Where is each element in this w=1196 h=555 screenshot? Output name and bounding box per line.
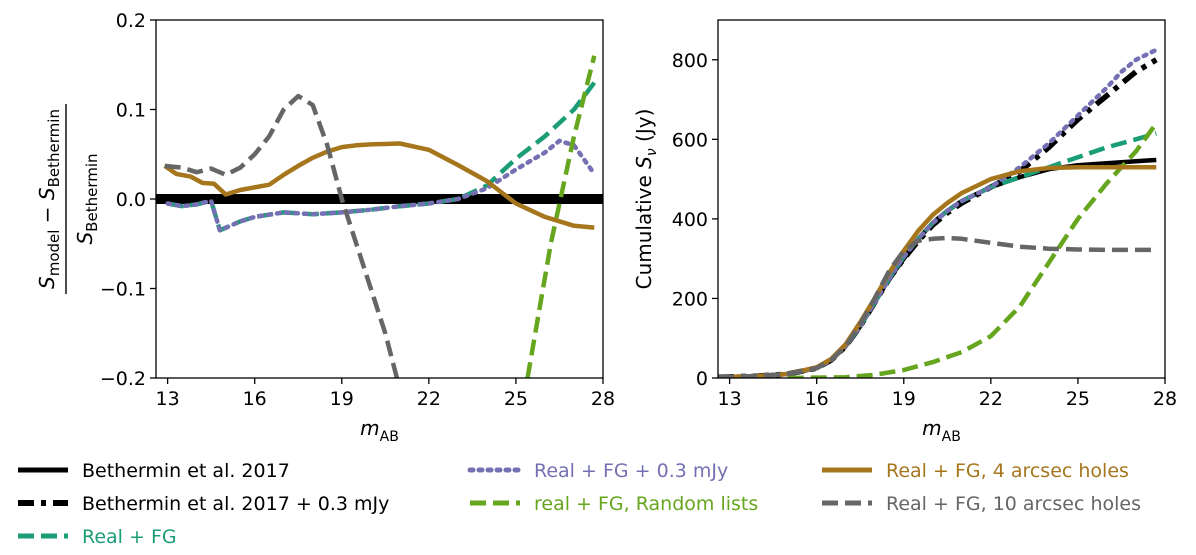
legend: Bethermin et al. 2017 Bethermin et al. 20… [18,460,1141,548]
legend-label-bethermin_03: Bethermin et al. 2017 + 0.3 mJy [82,493,389,515]
x-axis-label-sub: AB [942,429,961,445]
x-tick-label: 22 [979,388,1003,410]
left-panel: 13 16 19 22 25 28 −0.2 −0.1 0.0 0.1 0.2 mAB Smodel −… [35,10,615,445]
y-label-numerator: Smodel − SBethermin [35,109,63,289]
x-tick-label: 19 [330,388,354,410]
y-tick-label: 800 [672,50,708,72]
y-tick-label: −0.2 [100,368,146,390]
y-tick-label: 200 [672,288,708,310]
x-tick-label: 13 [718,388,742,410]
y-label-sub: Bethermin [45,109,63,187]
y-tick-label: 0.0 [116,189,146,211]
series-line-random [525,55,597,378]
series-line-holes4 [163,141,595,230]
series-line-holes10 [718,235,1157,378]
x-tick-label: 13 [156,388,180,410]
y-label-part: S [632,156,656,169]
y-label-s: S [73,232,97,245]
legend-label-random: real + FG, Random lists [534,493,758,515]
x-tick-label: 25 [504,388,528,410]
legend-label-bethermin: Bethermin et al. 2017 [82,460,290,482]
x-tick-label: 22 [417,388,441,410]
x-tick-label: 28 [1153,388,1177,410]
y-label-s: S [35,276,59,289]
y-label-part: ν [644,148,660,156]
right-panel: 13 16 19 22 25 28 0 200 400 600 800 mAB Cumulative S… [632,19,1177,445]
series-line-bethermin [718,157,1157,378]
x-axis-label: mAB [360,416,399,445]
series-group [156,55,603,378]
y-label-s: S [35,187,59,200]
y-axis-label-right: Cumulative Sν (Jy) [632,109,660,290]
y-tick-label: 0.1 [116,100,146,122]
x-tick-label: 19 [892,388,916,410]
y-tick-label: 600 [672,129,708,151]
y-tick-label: 400 [672,209,708,231]
x-tick-label: 25 [1066,388,1090,410]
y-label-minus: − [35,200,59,229]
legend-label-real_fg_03: Real + FG + 0.3 mJy [534,460,728,482]
x-tick-label: 16 [805,388,829,410]
y-label-part: (Jy) [632,109,656,149]
series-line-holes4 [718,164,1157,378]
plot-frame [717,19,1166,379]
x-axis-label-main: m [360,416,379,440]
series-group [718,47,1159,378]
y-tick-label: −0.1 [100,279,146,301]
x-axis-label-main: m [922,416,941,440]
y-label-sub: Bethermin [83,153,101,231]
legend-label-real_fg: Real + FG [82,526,177,548]
series-line-real_fg_03 [165,138,597,233]
x-axis-label-sub: AB [380,429,399,445]
y-tick-label: 0 [696,368,708,390]
x-tick-label: 16 [243,388,267,410]
y-label-sub: model [45,230,63,277]
series-line-real_fg [718,131,1157,378]
legend-label-holes4: Real + FG, 4 arcsec holes [886,460,1129,482]
series-line-bethermin_03 [718,57,1158,378]
x-tick-label: 28 [591,388,615,410]
x-axis-label: mAB [922,416,961,445]
y-label-denominator: SBethermin [73,153,101,244]
series-line-holes10 [164,93,400,378]
series-line-random [787,122,1159,378]
legend-label-holes10: Real + FG, 10 arcsec holes [886,493,1141,515]
y-label-part: Cumulative [632,169,656,290]
y-tick-label: 0.2 [116,10,146,32]
